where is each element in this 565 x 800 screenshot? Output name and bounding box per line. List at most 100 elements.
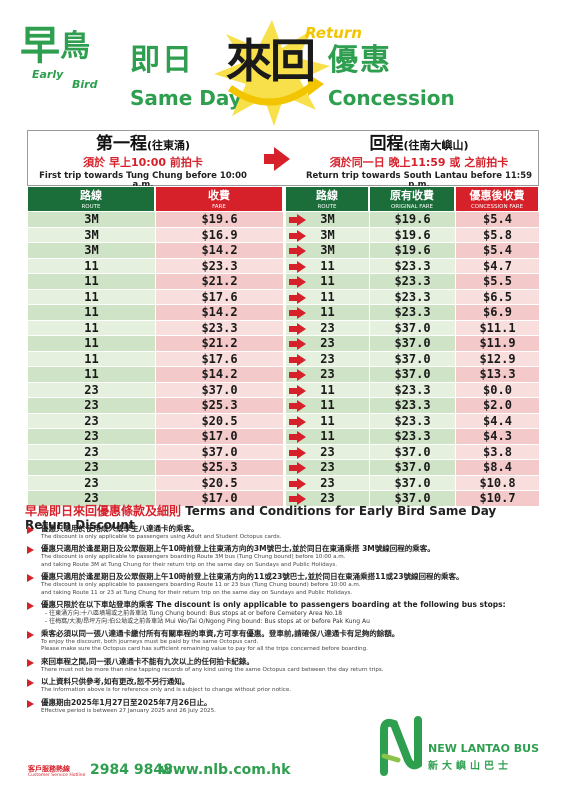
term-zh: 優惠只適用於逢星期日及公眾假期上午10時前登上往東涌方向的3M號巴士,並於同日在…: [41, 544, 435, 554]
row-arrow-shaft: [289, 356, 297, 363]
concession-fare-cell: $10.8: [455, 475, 539, 491]
route-cell: 11: [27, 320, 155, 336]
fare-cell: $14.2: [155, 305, 283, 321]
route-cell: 23: [27, 429, 155, 445]
term-zh: 乘客必須以同一張八達通卡繳付所有有關車程的車資,方可享有優惠。登車前,請確保八達…: [41, 629, 400, 639]
arrow-right-icon: [297, 260, 306, 273]
first-trip-subtitle: (往東涌): [146, 139, 191, 152]
route-cell: 23: [27, 398, 155, 414]
logo-en-1: Early: [32, 68, 64, 81]
concession-fare-cell: $8.4: [455, 460, 539, 476]
fare-cell: $17.6: [155, 351, 283, 367]
term-en-2: and taking Route 3M at Tung Chung for th…: [41, 561, 338, 568]
term-zh: 優惠只適用於逢星期日及公眾假期上午10時前登上往東涌方向的11或23號巴士,並於…: [41, 572, 464, 582]
table-row: 23 $25.3 23 $37.0 $8.4: [27, 460, 539, 476]
row-arrow-shaft: [289, 465, 297, 471]
header-route2-en: ROUTE: [317, 204, 337, 210]
bullet-icon: [27, 526, 34, 534]
concession-fare-cell: $5.4: [455, 212, 539, 228]
term-item: 來回車程之間,同一張八達通卡不能有九次以上的任何拍卡紀錄。 There must…: [27, 657, 547, 674]
fare-cell: $21.2: [155, 274, 283, 290]
hotline-label-en: Customer Service Hotline: [28, 773, 86, 778]
route-cell: 23: [27, 491, 155, 507]
first-trip-info: 第一程(往東涌) 須於 早上10:00 前拍卡 First trip towar…: [28, 131, 258, 190]
return-route-cell: 23: [285, 351, 369, 367]
route-cell: 11: [27, 336, 155, 352]
term-item: 優惠期由2025年1月27日至2025年7月26日止。 Effective pe…: [27, 698, 547, 715]
term-en: The discount is only applicable to passe…: [41, 534, 282, 540]
fare-cell: $14.2: [155, 243, 283, 259]
arrow-right-icon: [297, 307, 306, 319]
term-sub-1: - 往東涌方向:十八區墳場或之前各車站 Tung Chung bound: Bu…: [45, 610, 343, 618]
route-cell: 11: [27, 289, 155, 305]
concession-fare-cell: $6.9: [455, 305, 539, 321]
header-concession-fare: 優惠後收費 CONCESSION FARE: [455, 186, 539, 212]
logo-char-1: 早: [20, 23, 60, 69]
header-orig-en: ORIGINAL FARE: [390, 204, 434, 210]
fare-cell: $17.6: [155, 289, 283, 305]
terms-title-zh: 早鳥即日來回優惠條款及細則: [25, 504, 182, 518]
row-arrow-shaft: [289, 496, 297, 502]
original-fare-cell: $37.0: [369, 367, 455, 383]
arrow-right-icon: [297, 291, 306, 304]
bullet-icon: [27, 699, 34, 708]
brand-name-en: NEW LANTAO BUS: [428, 742, 539, 755]
arrow-right-icon: [297, 245, 306, 257]
term-item: 優惠只適用於逢星期日及公眾假期上午10時前登上往東涌方向的3M號巴士,並於同日在…: [27, 544, 547, 569]
header-conc-en: CONCESSION FARE: [470, 204, 524, 210]
website-link[interactable]: www.nlb.com.hk: [160, 762, 291, 778]
table-row: 23 $17.0 23 $37.0 $10.7: [27, 491, 539, 507]
arrow-right-icon: [297, 477, 306, 490]
table-row: 11 $14.2 23 $37.0 $13.3: [27, 367, 539, 383]
row-arrow-shaft: [289, 294, 297, 301]
return-route-cell: 23: [285, 475, 369, 491]
row-arrow-shaft: [289, 325, 297, 332]
original-fare-cell: $19.6: [369, 227, 455, 243]
fare-cell: $17.0: [155, 429, 283, 445]
first-trip-en: First trip towards Tung Chung before 10:…: [39, 170, 247, 190]
concession-fare-cell: $4.7: [455, 258, 539, 274]
original-fare-cell: $23.3: [369, 258, 455, 274]
return-route-cell: 3M: [285, 227, 369, 243]
trip-header: 第一程(往東涌) 須於 早上10:00 前拍卡 First trip towar…: [27, 130, 539, 190]
route-cell: 23: [27, 460, 155, 476]
table-row: 11 $23.3 11 $23.3 $4.7: [27, 258, 539, 274]
header-fare: 收費 FARE: [155, 186, 283, 212]
bullet-icon: [27, 574, 34, 583]
fare-table-header: 路線 ROUTE 收費 FARE 路線 ROUTE 原有收費 ORIGINAL …: [27, 186, 539, 212]
return-route-cell: 11: [285, 289, 369, 305]
original-fare-cell: $37.0: [369, 491, 455, 507]
original-fare-cell: $19.6: [369, 212, 455, 228]
return-trip-title: 回程: [369, 134, 404, 154]
route-cell: 11: [27, 305, 155, 321]
table-row: 3M $14.2 3M $19.6 $5.4: [27, 243, 539, 259]
table-row: 11 $17.6 11 $23.3 $6.5: [27, 289, 539, 305]
term-item: 優惠只適用於逢星期日及公眾假期上午10時前登上往東涌方向的11或23號巴士,並於…: [27, 572, 547, 597]
terms-title: 早鳥即日來回優惠條款及細則 Terms and Conditions for E…: [25, 504, 545, 533]
concession-fare-cell: $3.8: [455, 444, 539, 460]
row-arrow-shaft: [289, 403, 297, 409]
fare-cell: $37.0: [155, 382, 283, 398]
route-cell: 3M: [27, 243, 155, 259]
return-route-cell: 11: [285, 274, 369, 290]
route-cell: 23: [27, 413, 155, 429]
table-row: 23 $37.0 11 $23.3 $0.0: [27, 382, 539, 398]
poster-header: 早 鳥 Early Bird 即日 Same Day Return 來回 優惠 …: [0, 0, 565, 132]
term-en: To enjoy the discount, both journeys mus…: [41, 639, 259, 646]
return-trip-condition: 須於同一日 晚上11:59 或 之前拍卡: [329, 155, 509, 169]
original-fare-cell: $23.3: [369, 398, 455, 414]
table-row: 23 $25.3 11 $23.3 $2.0: [27, 398, 539, 414]
arrow-right-icon: [297, 229, 306, 242]
return-route-cell: 11: [285, 258, 369, 274]
title-return-zh: 來回: [226, 34, 316, 88]
return-route-cell: 11: [285, 429, 369, 445]
term-en: The discount is only applicable to passe…: [41, 554, 346, 561]
original-fare-cell: $37.0: [369, 444, 455, 460]
arrow-right-icon: [297, 462, 306, 474]
header-fare-en: FARE: [212, 204, 226, 210]
row-arrow-shaft: [289, 372, 297, 378]
arrow-right-icon: [297, 214, 306, 226]
concession-fare-cell: $11.9: [455, 336, 539, 352]
header-route-en: ROUTE: [81, 204, 101, 210]
term-en: The information above is for reference o…: [41, 687, 292, 694]
